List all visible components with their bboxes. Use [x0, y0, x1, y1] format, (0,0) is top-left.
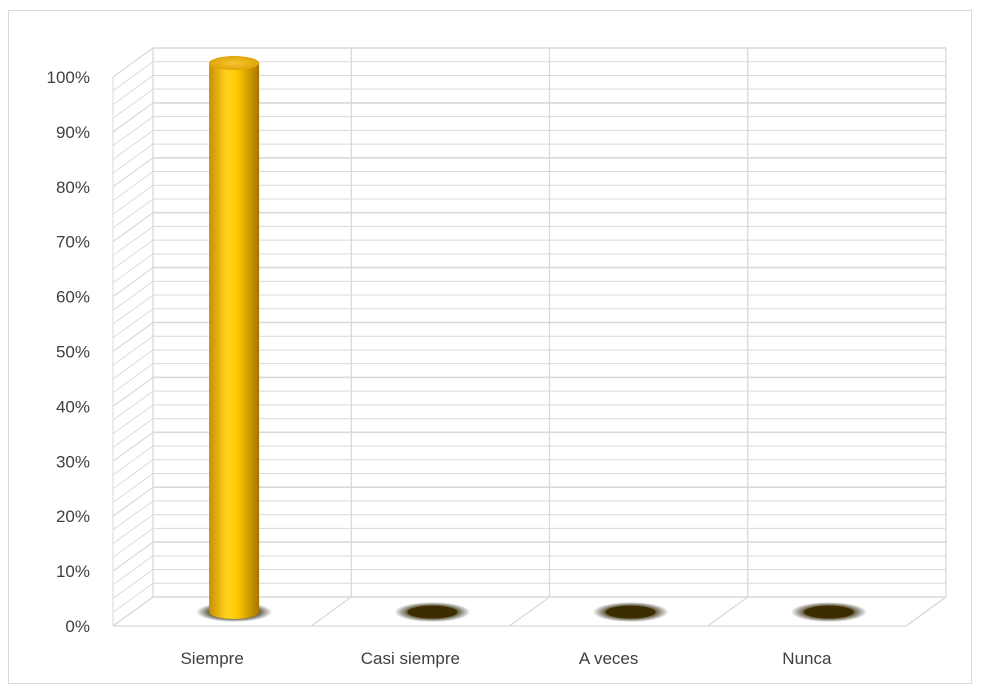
- side-wall-line: [112, 157, 154, 188]
- y-tick-label: 90%: [56, 123, 90, 142]
- y-tick-label: 10%: [56, 562, 90, 581]
- y-tick-label: 70%: [56, 233, 90, 252]
- side-wall-line: [112, 198, 154, 229]
- y-tick-label: 60%: [56, 288, 90, 307]
- bar-top: [209, 56, 260, 71]
- floor-divider: [310, 596, 352, 627]
- side-wall-line: [112, 102, 154, 133]
- side-wall-line: [112, 129, 154, 160]
- side-wall-line: [112, 541, 154, 572]
- side-wall-line: [112, 486, 154, 517]
- side-wall-line: [112, 514, 154, 545]
- side-wall-line: [112, 528, 154, 558]
- side-wall-line: [112, 253, 154, 284]
- side-wall-line: [112, 500, 154, 531]
- side-wall-line: [112, 473, 154, 503]
- side-wall-line: [112, 171, 154, 201]
- side-wall-line: [112, 363, 154, 394]
- bar-zero: [605, 605, 656, 619]
- side-wall-line: [112, 75, 154, 105]
- floor-divider: [509, 596, 550, 627]
- gridlines: [112, 47, 947, 627]
- y-tick-label: 20%: [56, 507, 90, 526]
- side-wall-line: [112, 376, 154, 407]
- side-wall-line: [112, 47, 154, 78]
- side-wall-line: [112, 280, 154, 311]
- side-wall-line: [112, 582, 154, 613]
- side-wall-line: [112, 322, 154, 352]
- side-wall-line: [112, 445, 154, 476]
- y-tick-label: 30%: [56, 452, 90, 471]
- side-wall-line: [112, 308, 154, 339]
- side-wall-line: [112, 116, 154, 146]
- x-category-label: A veces: [579, 649, 639, 668]
- side-wall-line: [112, 404, 154, 435]
- floor-right-edge: [905, 596, 947, 627]
- x-category-label: Casi siempre: [361, 649, 460, 668]
- side-wall-line: [112, 239, 154, 270]
- side-wall-line: [112, 226, 154, 256]
- side-wall-line: [112, 596, 154, 627]
- side-wall-line: [112, 418, 154, 448]
- x-category-label: Siempre: [180, 649, 243, 668]
- side-wall-line: [112, 390, 154, 421]
- x-axis-categories: Siempre Casi siempre A veces Nunca: [180, 649, 832, 668]
- side-wall-line: [112, 459, 154, 490]
- bars: [196, 56, 867, 623]
- bar-siempre: [209, 56, 260, 620]
- chart-frame: [8, 10, 972, 684]
- bar-zero: [803, 605, 854, 619]
- y-tick-label: 40%: [56, 397, 90, 416]
- side-wall-line: [112, 349, 154, 380]
- side-wall-line: [112, 61, 154, 92]
- bar-zero: [407, 605, 458, 619]
- side-wall-line: [112, 212, 154, 243]
- y-tick-label: 0%: [65, 617, 90, 636]
- y-tick-label: 100%: [47, 68, 90, 87]
- bar-body: [209, 63, 260, 620]
- y-axis-ticks: 0% 10% 20% 30% 40% 50% 60% 70% 80% 90% 100%: [47, 68, 90, 636]
- side-wall-line: [112, 267, 154, 298]
- y-tick-label: 50%: [56, 343, 90, 362]
- side-wall-line: [112, 143, 154, 174]
- side-wall-line: [112, 294, 154, 325]
- x-category-label: Nunca: [782, 649, 832, 668]
- side-wall-line: [112, 569, 154, 599]
- side-wall-line: [112, 88, 154, 119]
- side-wall-line: [112, 431, 154, 462]
- y-tick-label: 80%: [56, 178, 90, 197]
- side-wall-line: [112, 555, 154, 586]
- side-wall-line: [112, 184, 154, 215]
- floor-divider: [707, 596, 749, 627]
- side-wall-line: [112, 335, 154, 366]
